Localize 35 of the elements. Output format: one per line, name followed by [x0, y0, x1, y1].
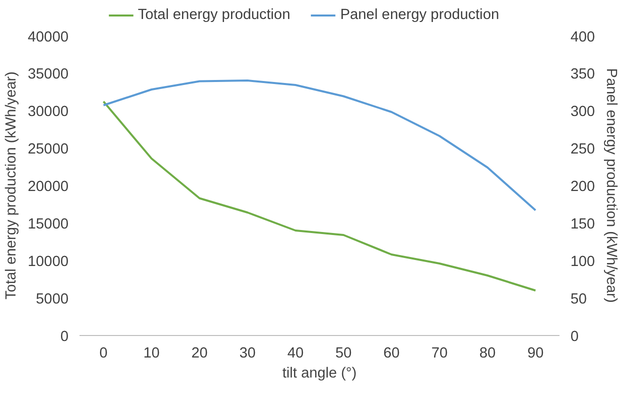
- y-axis-title: Total energy production (kWh/year): [4, 71, 20, 300]
- legend-label: Panel energy production: [340, 7, 500, 23]
- y2-tick-label: 350: [570, 66, 595, 82]
- y-tick-label: 30000: [28, 104, 69, 120]
- y-tick-label: 40000: [28, 30, 69, 46]
- x-tick-label: 10: [143, 346, 160, 362]
- y2-tick-label: 300: [570, 104, 595, 120]
- x-tick-label: 80: [479, 346, 496, 362]
- y2-tick-label: 250: [570, 142, 595, 158]
- x-tick-label: 30: [239, 346, 256, 362]
- y-tick-label: 20000: [28, 179, 69, 195]
- legend-label: Total energy production: [138, 7, 290, 23]
- y-tick-label: 15000: [28, 216, 69, 232]
- y2-tick-label: 150: [570, 216, 595, 232]
- y2-axis-title: Panel energy production (kWh/year): [602, 68, 619, 303]
- y2-tick-label: 100: [570, 254, 595, 270]
- x-tick-label: 20: [191, 346, 208, 362]
- y2-tick-label: 50: [570, 292, 587, 308]
- x-tick-label: 70: [431, 346, 448, 362]
- y-tick-label: 0: [60, 329, 69, 345]
- x-tick-label: 90: [527, 346, 544, 362]
- x-axis-title: tilt angle (°): [282, 366, 357, 382]
- line-series: [102, 80, 536, 212]
- x-tick-label: 60: [383, 346, 400, 362]
- y-tick-label: 35000: [28, 66, 69, 82]
- y2-tick-label: 0: [570, 329, 579, 345]
- x-tick-label: 40: [287, 346, 304, 362]
- x-tick-label: 50: [335, 346, 352, 362]
- y2-tick-label: 400: [570, 30, 595, 46]
- line-series: [102, 100, 536, 292]
- y-tick-label: 5000: [36, 292, 69, 308]
- x-tick-label: 0: [99, 346, 108, 362]
- y-tick-label: 10000: [28, 254, 69, 270]
- y2-tick-label: 200: [570, 179, 595, 195]
- y-tick-label: 25000: [28, 142, 69, 158]
